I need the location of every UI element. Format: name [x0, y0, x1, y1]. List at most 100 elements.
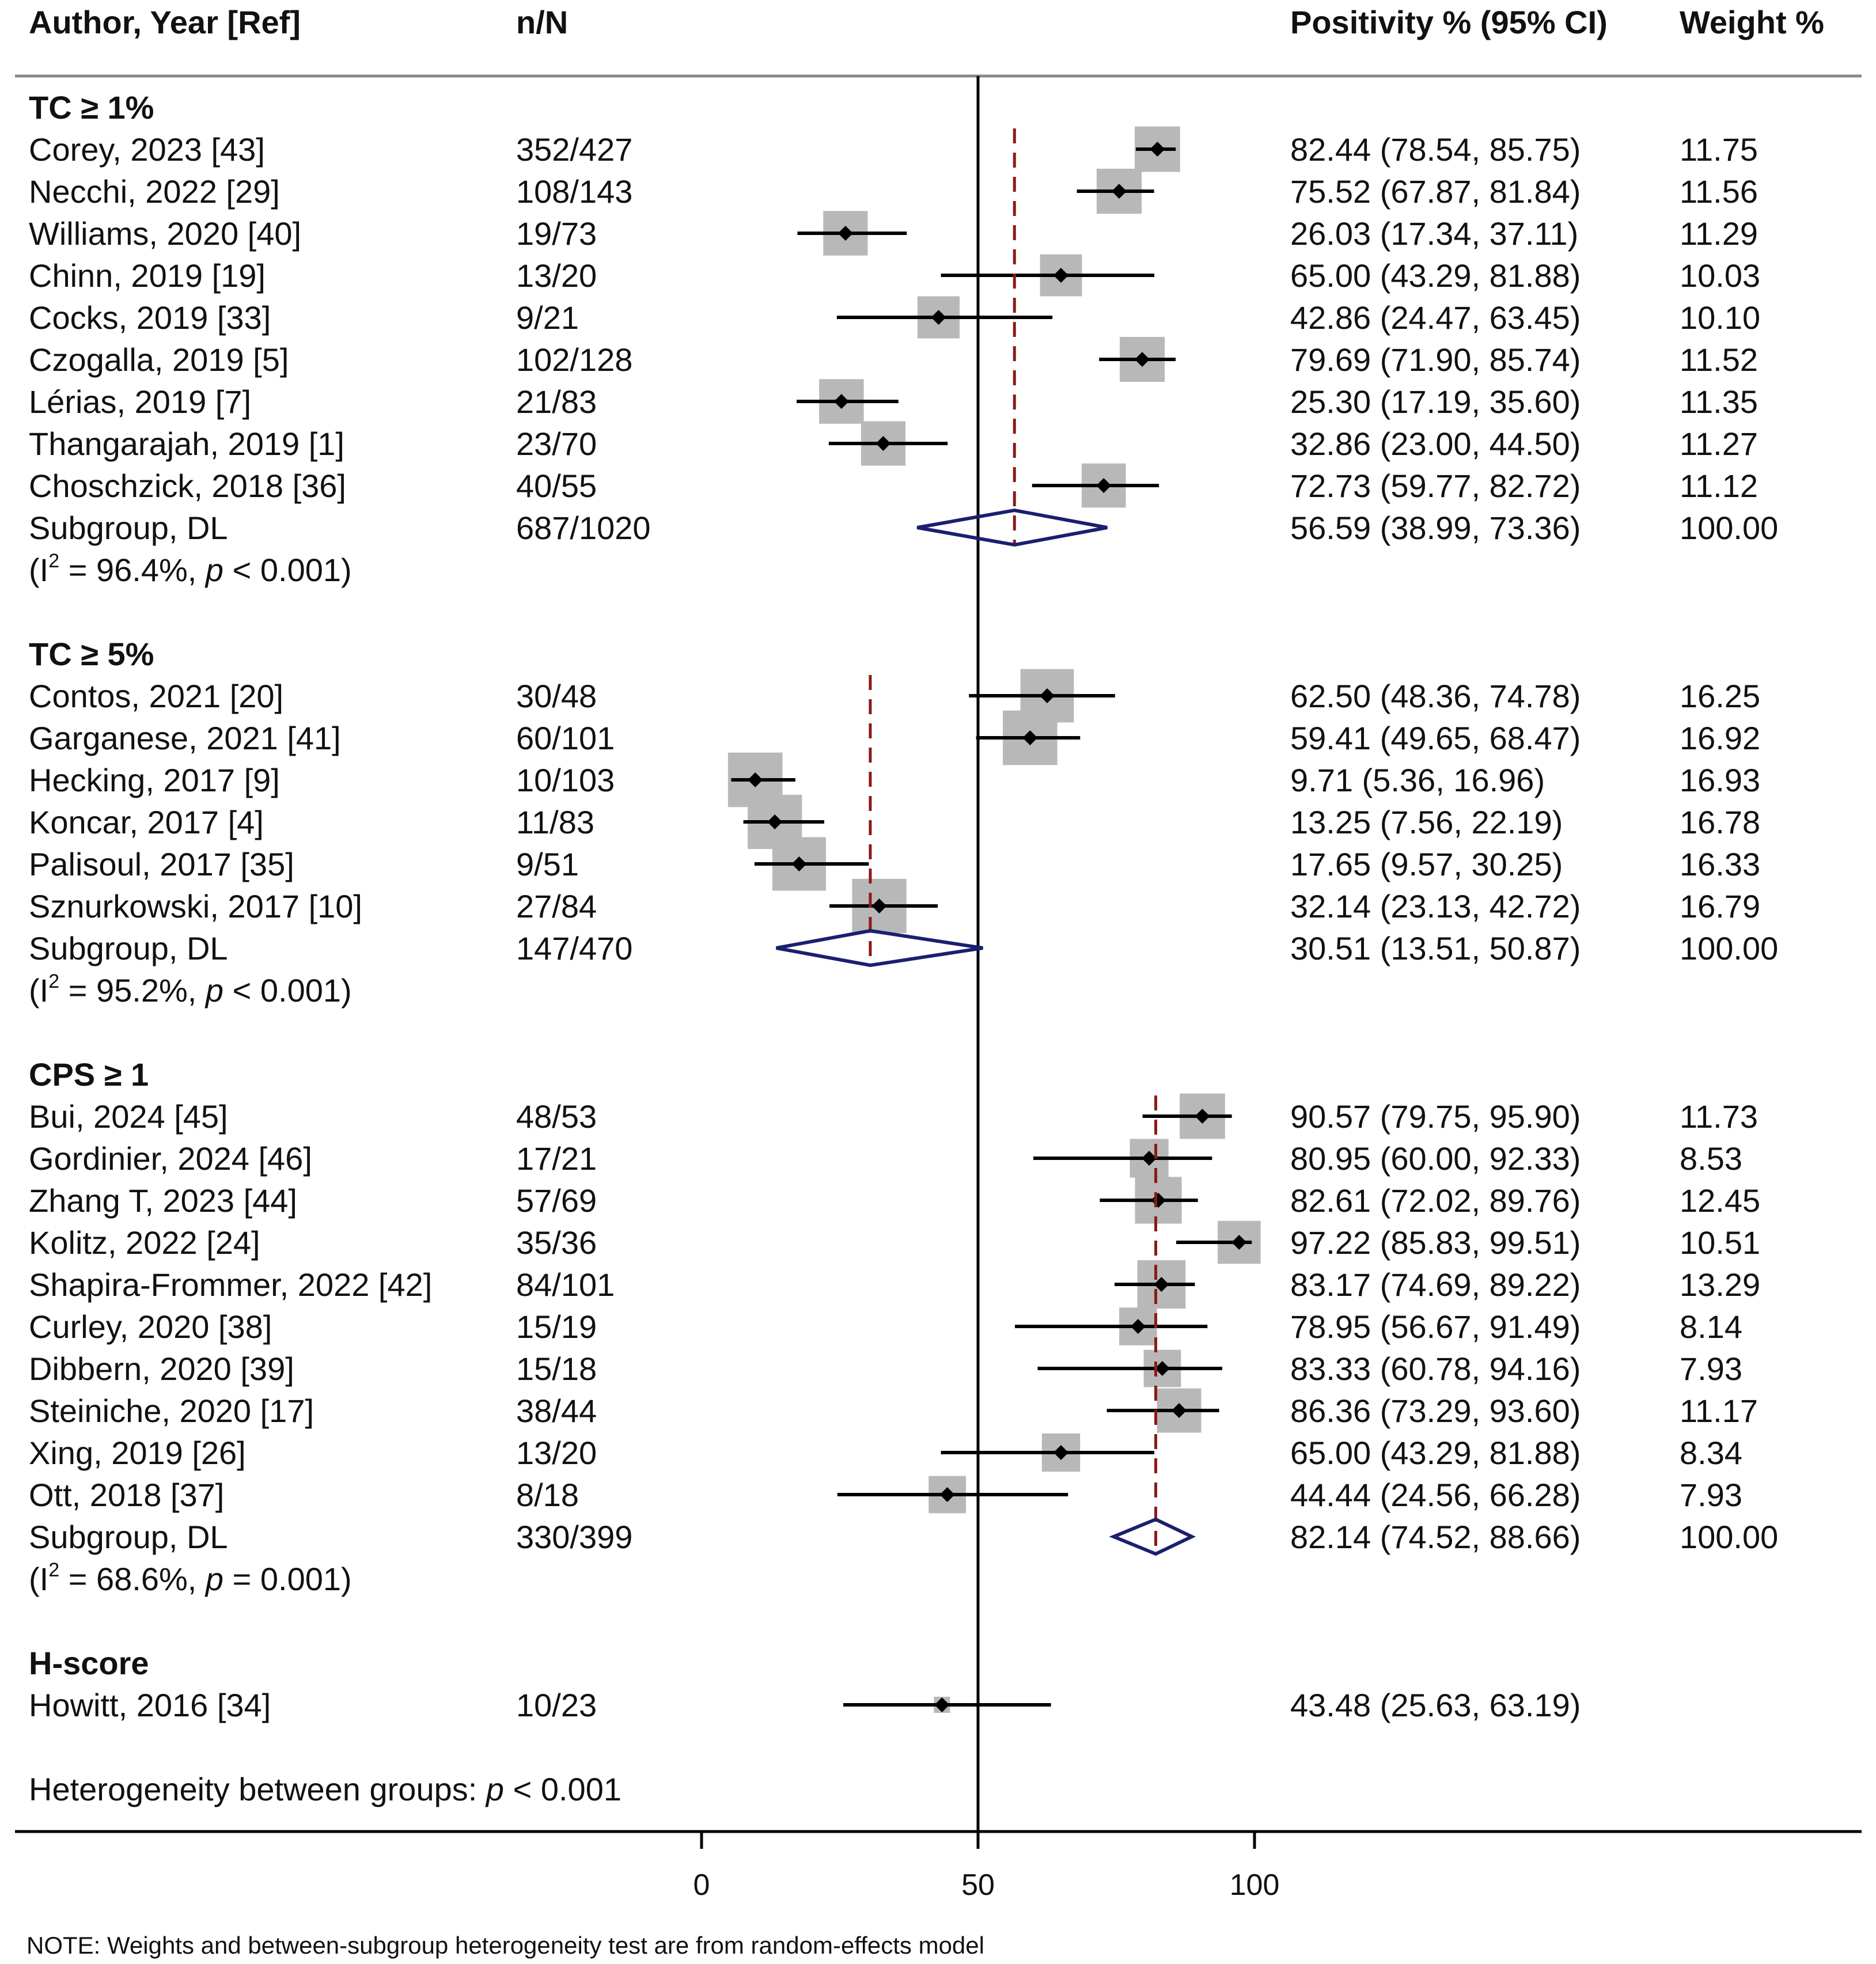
study-row: Steiniche, 2020 [17] 38/44 86.36 (73.29, 9…	[29, 1388, 1758, 1433]
summary-diamond	[776, 928, 983, 968]
summary-weight: 100.00	[1680, 930, 1778, 966]
study-nN: 23/70	[516, 426, 597, 462]
study-label: Curley, 2020 [38]	[29, 1309, 272, 1345]
study-weight: 13.29	[1680, 1267, 1760, 1303]
study-row: Ott, 2018 [37] 8/18 44.44 (24.56, 66.28) 7.…	[29, 1476, 1742, 1514]
summary-label: Subgroup, DL	[29, 1519, 228, 1555]
study-row: Cocks, 2019 [33] 9/21 42.86 (24.47, 63.45)…	[29, 296, 1760, 339]
study-label: Gordinier, 2024 [46]	[29, 1140, 312, 1177]
study-ci: 83.33 (60.78, 94.16)	[1290, 1351, 1581, 1387]
study-label: Palisoul, 2017 [35]	[29, 846, 294, 882]
study-label: Dibbern, 2020 [39]	[29, 1351, 294, 1387]
study-weight: 16.79	[1680, 888, 1760, 924]
study-row: Lérias, 2019 [7] 21/83 25.30 (17.19, 35.60…	[29, 379, 1758, 424]
summary-label: Subgroup, DL	[29, 930, 228, 966]
study-nN: 40/55	[516, 468, 597, 504]
study-weight: 16.92	[1680, 720, 1760, 756]
study-ci: 17.65 (9.57, 30.25)	[1290, 846, 1563, 882]
study-nN: 84/101	[516, 1267, 615, 1303]
study-ci: 43.48 (25.63, 63.19)	[1290, 1687, 1581, 1723]
study-nN: 27/84	[516, 888, 597, 924]
point-estimate	[1172, 1403, 1187, 1418]
study-nN: 30/48	[516, 678, 597, 714]
point-estimate	[833, 394, 849, 409]
study-ci: 82.61 (72.02, 89.76)	[1290, 1182, 1581, 1219]
study-label: Steiniche, 2020 [17]	[29, 1393, 314, 1429]
study-weight: 11.17	[1680, 1393, 1758, 1429]
study-label: Williams, 2020 [40]	[29, 215, 301, 252]
x-tick-label: 100	[1230, 1868, 1280, 1902]
study-label: Xing, 2019 [26]	[29, 1435, 246, 1471]
study-row: Shapira-Frommer, 2022 [42] 84/101 83.17 (7…	[29, 1260, 1760, 1309]
study-weight: 11.56	[1680, 173, 1758, 210]
study-weight: 8.34	[1680, 1435, 1742, 1471]
subgroup-title: H-score	[29, 1645, 149, 1681]
study-weight: 11.12	[1680, 468, 1758, 504]
study-weight: 8.14	[1680, 1309, 1742, 1345]
study-ci: 78.95 (56.67, 91.49)	[1290, 1309, 1581, 1345]
point-estimate	[1195, 1109, 1210, 1124]
study-label: Chinn, 2019 [19]	[29, 257, 266, 294]
study-row: Dibbern, 2020 [39] 15/18 83.33 (60.78, 94.…	[29, 1349, 1742, 1387]
summary-label: Subgroup, DL	[29, 510, 228, 546]
point-estimate	[1154, 1277, 1169, 1292]
point-estimate	[1111, 184, 1127, 199]
study-weight: 16.78	[1680, 804, 1760, 840]
study-row: Kolitz, 2022 [24] 35/36 97.22 (85.83, 99.5…	[29, 1220, 1760, 1264]
study-row: Gordinier, 2024 [46] 17/21 80.95 (60.00, 9…	[29, 1139, 1742, 1178]
study-ci: 13.25 (7.56, 22.19)	[1290, 804, 1563, 840]
study-weight: 10.51	[1680, 1224, 1760, 1261]
header-positivity: Positivity % (95% CI)	[1290, 4, 1608, 40]
study-nN: 60/101	[516, 720, 615, 756]
subgroup: TC ≥ 1% Corey, 2023 [43] 352/427 82.44 (78.…	[29, 89, 1778, 588]
summary-ci: 82.14 (74.52, 88.66)	[1290, 1519, 1581, 1555]
study-ci: 65.00 (43.29, 81.88)	[1290, 1435, 1581, 1471]
study-nN: 21/83	[516, 384, 597, 420]
study-ci: 26.03 (17.34, 37.11)	[1290, 215, 1578, 252]
study-nN: 48/53	[516, 1098, 597, 1135]
study-ci: 9.71 (5.36, 16.96)	[1290, 762, 1545, 798]
study-label: Zhang T, 2023 [44]	[29, 1182, 297, 1219]
subgroup-title: TC ≥ 5%	[29, 636, 154, 672]
study-ci: 97.22 (85.83, 99.51)	[1290, 1224, 1581, 1261]
point-estimate	[876, 436, 891, 451]
point-estimate	[1142, 1151, 1157, 1166]
study-nN: 108/143	[516, 173, 632, 210]
study-weight: 11.35	[1680, 384, 1758, 420]
study-nN: 9/21	[516, 299, 579, 336]
study-weight: 8.53	[1680, 1140, 1742, 1177]
study-label: Garganese, 2021 [41]	[29, 720, 341, 756]
subgroup-title: CPS ≥ 1	[29, 1056, 149, 1093]
study-row: Palisoul, 2017 [35] 9/51 17.65 (9.57, 30.2…	[29, 837, 1760, 891]
point-estimate	[1135, 352, 1150, 367]
heterogeneity-stat: (I2 = 95.2%, p < 0.001)	[29, 970, 352, 1008]
study-row: Hecking, 2017 [9] 10/103 9.71 (5.36, 16.96…	[29, 752, 1760, 807]
study-row: Thangarajah, 2019 [1] 23/70 32.86 (23.00, …	[29, 421, 1758, 466]
study-weight: 12.45	[1680, 1182, 1760, 1219]
summary-row: Subgroup, DL 147/470 30.51 (13.51, 50.87) 1…	[29, 675, 1778, 968]
study-label: Koncar, 2017 [4]	[29, 804, 264, 840]
point-estimate	[1154, 1361, 1170, 1376]
study-label: Hecking, 2017 [9]	[29, 762, 280, 798]
study-row: Williams, 2020 [40] 19/73 26.03 (17.34, 37…	[29, 211, 1758, 256]
summary-ci: 30.51 (13.51, 50.87)	[1290, 930, 1581, 966]
footer-note: NOTE: Weights and between-subgroup heter…	[26, 1932, 984, 1959]
study-label: Cocks, 2019 [33]	[29, 299, 271, 336]
point-estimate	[1130, 1319, 1146, 1334]
point-estimate	[1022, 730, 1038, 745]
subgroup: TC ≥ 5% Contos, 2021 [20] 30/48 62.50 (48.3…	[29, 636, 1778, 1008]
study-nN: 13/20	[516, 1435, 597, 1471]
study-row: Zhang T, 2023 [44] 57/69 82.61 (72.02, 89.…	[29, 1177, 1760, 1224]
study-ci: 90.57 (79.75, 95.90)	[1290, 1098, 1581, 1135]
study-row: Contos, 2021 [20] 30/48 62.50 (48.36, 74.7…	[29, 669, 1760, 723]
study-weight: 11.27	[1680, 426, 1758, 462]
study-nN: 13/20	[516, 257, 597, 294]
study-nN: 11/83	[516, 804, 594, 840]
study-nN: 38/44	[516, 1393, 597, 1429]
overall-heterogeneity: Heterogeneity between groups: p < 0.001	[29, 1771, 621, 1807]
study-label: Howitt, 2016 [34]	[29, 1687, 271, 1723]
header-nN: n/N	[516, 4, 568, 40]
study-label: Lérias, 2019 [7]	[29, 384, 251, 420]
study-ci: 82.44 (78.54, 85.75)	[1290, 131, 1581, 168]
